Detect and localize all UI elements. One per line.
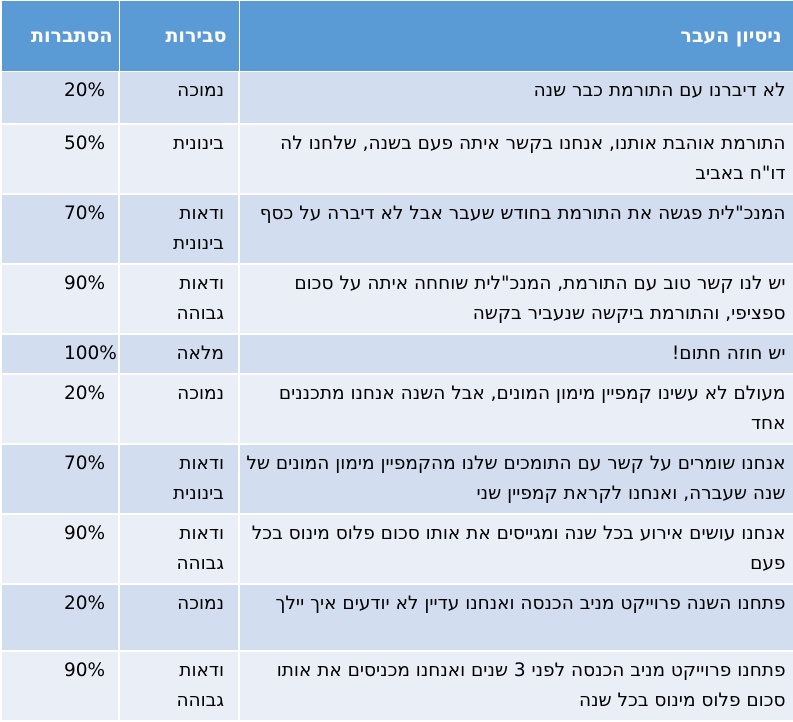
likelihood-cell: 90% [0,513,120,585]
table-row: לא דיברנו עם התורמת כבר שנה נמוכה 20% [0,71,793,125]
likelihood-cell: 100% [0,333,120,375]
probability-cell: ודאות גבוהה [118,263,240,335]
table-row: יש חוזה חתום! מלאה 100% [0,333,793,375]
probability-cell: ודאות גבוהה [118,650,240,722]
experience-cell: מעולם לא עשינו קמפיין מימון המונים, אבל … [238,373,793,445]
experience-cell: אנחנו עושים אירוע בכל שנה ומגייסים את או… [238,513,793,585]
header-row: ניסיון העבר סבירות הסתברות [0,0,793,72]
probability-cell: נמוכה [118,583,240,652]
header-probability: סבירות [118,0,240,72]
likelihood-cell: 20% [0,71,120,125]
header-experience: ניסיון העבר [238,0,793,72]
experience-cell: לא דיברנו עם התורמת כבר שנה [238,71,793,125]
experience-cell: פתחנו השנה פרוייקט מניב הכנסה ואנחנו עדי… [238,583,793,652]
likelihood-cell: 90% [0,650,120,722]
likelihood-cell: 90% [0,263,120,335]
likelihood-cell: 70% [0,443,120,515]
experience-cell: התורמת אוהבת אותנו, אנחנו בקשר איתה פעם … [238,123,793,195]
likelihood-cell: 20% [0,373,120,445]
table-row: פתחנו השנה פרוייקט מניב הכנסה ואנחנו עדי… [0,583,793,652]
probability-cell: ודאות בינונית [118,443,240,515]
table-row: המנכ"לית פגשה את התורמת בחודש שעבר אבל ל… [0,193,793,265]
table-row: אנחנו שומרים על קשר עם התומכים שלנו מהקמ… [0,443,793,515]
table-row: יש לנו קשר טוב עם התורמת, המנכ"לית שוחחה… [0,263,793,335]
likelihood-cell: 50% [0,123,120,195]
probability-cell: בינונית [118,123,240,195]
likelihood-cell: 20% [0,583,120,652]
table-row: אנחנו עושים אירוע בכל שנה ומגייסים את או… [0,513,793,585]
table-row: התורמת אוהבת אותנו, אנחנו בקשר איתה פעם … [0,123,793,195]
header-likelihood: הסתברות [0,0,120,72]
experience-cell: המנכ"לית פגשה את התורמת בחודש שעבר אבל ל… [238,193,793,265]
experience-cell: פתחנו פרוייקט מניב הכנסה לפני 3 שנים ואנ… [238,650,793,722]
experience-cell: אנחנו שומרים על קשר עם התומכים שלנו מהקמ… [238,443,793,515]
probability-cell: ודאות בינונית [118,193,240,265]
probability-cell: ודאות גבוהה [118,513,240,585]
probability-cell: נמוכה [118,373,240,445]
experience-cell: יש לנו קשר טוב עם התורמת, המנכ"לית שוחחה… [238,263,793,335]
probability-cell: מלאה [118,333,240,375]
likelihood-cell: 70% [0,193,120,265]
probability-cell: נמוכה [118,71,240,125]
table-row: פתחנו פרוייקט מניב הכנסה לפני 3 שנים ואנ… [0,650,793,722]
table-row: מעולם לא עשינו קמפיין מימון המונים, אבל … [0,373,793,445]
experience-cell: יש חוזה חתום! [238,333,793,375]
